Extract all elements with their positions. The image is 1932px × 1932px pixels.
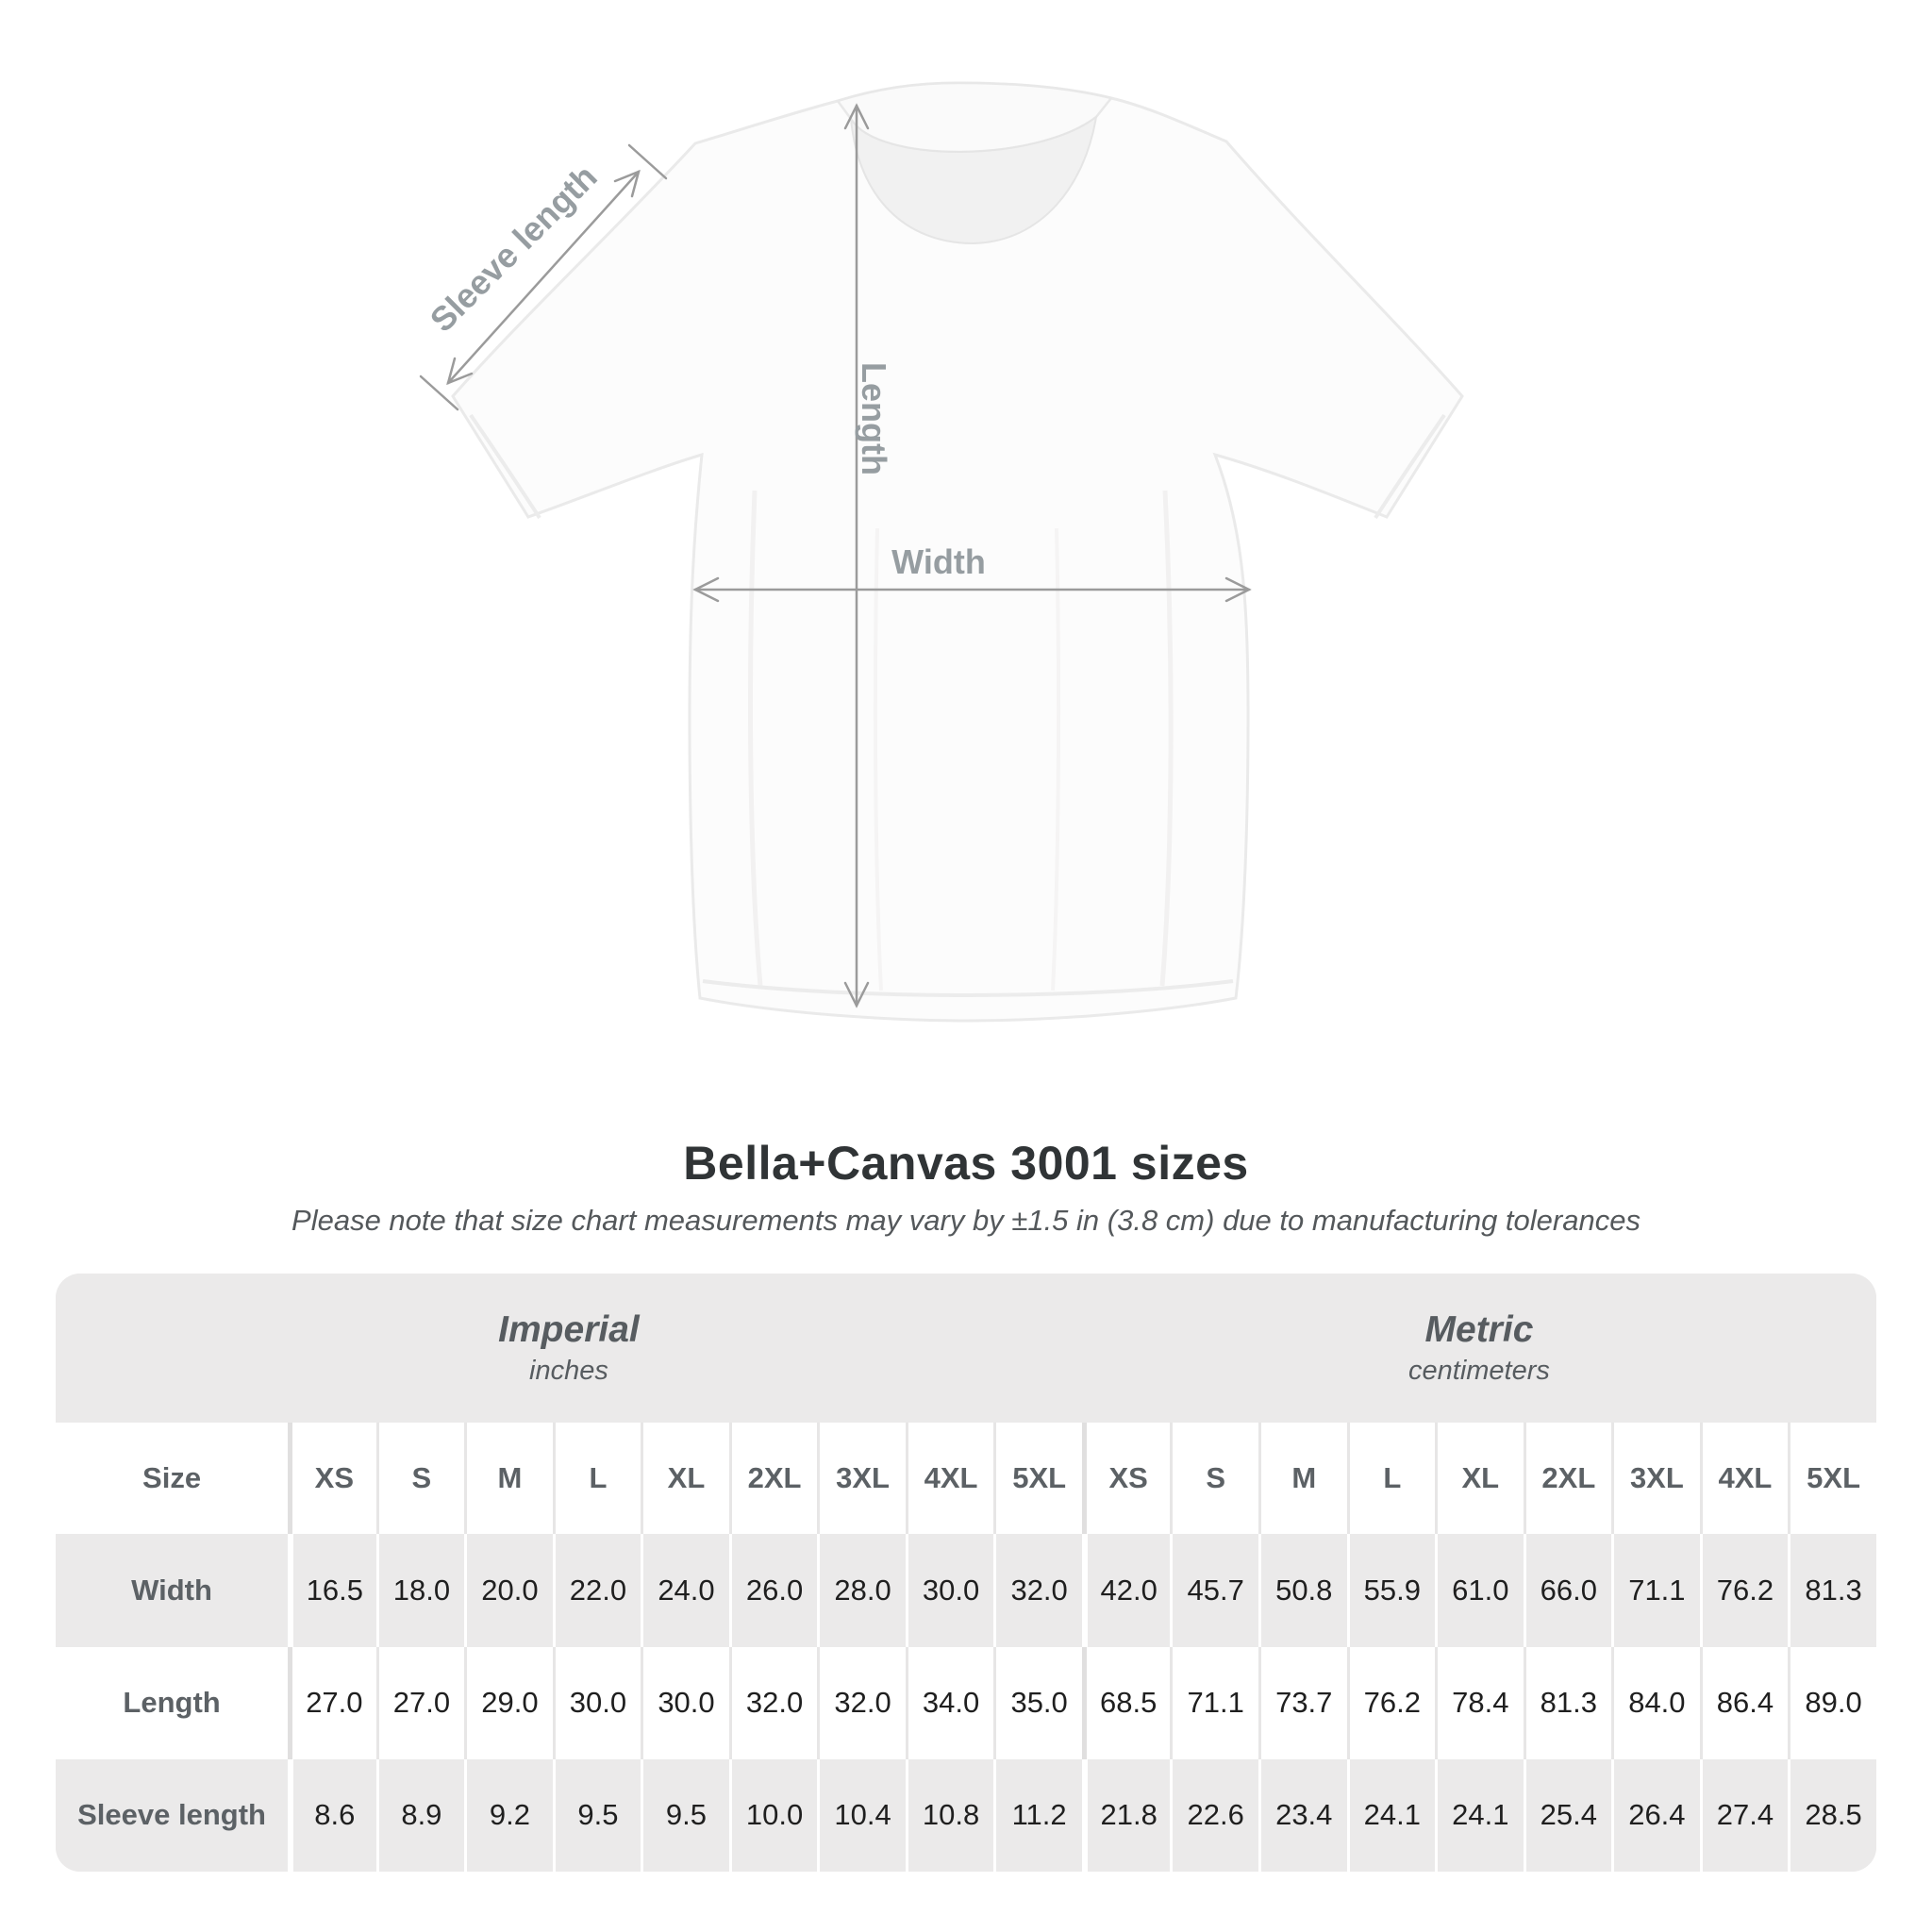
sleeve-metric-value: 21.8 — [1081, 1758, 1171, 1872]
length-imperial-value: 32.0 — [817, 1646, 906, 1759]
length-imperial-value: 35.0 — [993, 1646, 1082, 1759]
metric-title: Metric — [1424, 1308, 1534, 1350]
width-imperial-value: 30.0 — [905, 1534, 994, 1647]
size-header-imperial: XL — [641, 1423, 729, 1535]
size-header-imperial: M — [464, 1423, 553, 1535]
size-header-imperial: 4XL — [905, 1423, 994, 1535]
width-imperial-value: 22.0 — [552, 1534, 641, 1647]
page-title: Bella+Canvas 3001 sizes — [683, 1137, 1249, 1190]
size-header-metric: 3XL — [1611, 1423, 1700, 1535]
sleeve-metric-value: 28.5 — [1788, 1758, 1876, 1872]
tolerance-note: Please note that size chart measurements… — [291, 1204, 1641, 1237]
sleeve-imperial-value: 9.2 — [464, 1758, 553, 1872]
row-label: Length — [56, 1646, 289, 1759]
sleeve-imperial-value: 10.0 — [728, 1758, 818, 1872]
size-header-imperial: 2XL — [728, 1423, 818, 1535]
size-header-imperial: 3XL — [817, 1423, 906, 1535]
unit-header-row: Imperial inches Metric centimeters — [56, 1274, 1876, 1424]
width-imperial-value: 20.0 — [464, 1534, 553, 1647]
size-header-metric: 2XL — [1523, 1423, 1612, 1535]
sleeve-imperial-value: 8.9 — [375, 1758, 465, 1872]
width-dimension-arrow — [692, 576, 1252, 603]
length-imperial-value: 27.0 — [288, 1646, 376, 1759]
length-metric-value: 86.4 — [1699, 1646, 1789, 1759]
size-table-container: Imperial inches Metric centimeters Size … — [56, 1274, 1876, 1872]
sleeve-metric-value: 27.4 — [1699, 1758, 1789, 1872]
length-metric-value: 68.5 — [1081, 1646, 1171, 1759]
width-imperial-value: 16.5 — [288, 1534, 376, 1647]
sleeve-metric-value: 24.1 — [1346, 1758, 1436, 1872]
sleeve-metric-value: 25.4 — [1523, 1758, 1612, 1872]
width-metric-value: 55.9 — [1346, 1534, 1436, 1647]
size-table: Imperial inches Metric centimeters Size … — [56, 1274, 1876, 1872]
width-imperial-value: 18.0 — [375, 1534, 465, 1647]
length-metric-value: 76.2 — [1346, 1646, 1436, 1759]
width-imperial-value: 26.0 — [728, 1534, 818, 1647]
metric-header: Metric centimeters — [1081, 1274, 1876, 1424]
width-metric-value: 45.7 — [1170, 1534, 1258, 1647]
width-imperial-value: 32.0 — [993, 1534, 1082, 1647]
sleeve-imperial-value: 9.5 — [641, 1758, 729, 1872]
sleeve-metric-value: 22.6 — [1170, 1758, 1258, 1872]
width-metric-value: 61.0 — [1435, 1534, 1524, 1647]
sleeve-length-row: Sleeve length 8.6 8.9 9.2 9.5 9.5 10.0 1… — [56, 1758, 1876, 1872]
length-metric-value: 78.4 — [1435, 1646, 1524, 1759]
metric-unit: centimeters — [1408, 1355, 1550, 1386]
sleeve-metric-value: 24.1 — [1435, 1758, 1524, 1872]
size-header-metric: S — [1170, 1423, 1258, 1535]
width-metric-value: 71.1 — [1611, 1534, 1700, 1647]
length-row: Length 27.0 27.0 29.0 30.0 30.0 32.0 32.… — [56, 1646, 1876, 1759]
width-metric-value: 76.2 — [1699, 1534, 1789, 1647]
sleeve-length-dimension-arrow — [419, 143, 668, 411]
size-header-metric: XS — [1081, 1423, 1171, 1535]
size-header-metric: XL — [1435, 1423, 1524, 1535]
size-header-imperial: S — [375, 1423, 465, 1535]
length-dimension-arrow — [843, 103, 870, 1008]
length-imperial-value: 34.0 — [905, 1646, 994, 1759]
size-header-imperial: 5XL — [993, 1423, 1082, 1535]
width-metric-value: 81.3 — [1788, 1534, 1876, 1647]
imperial-unit: inches — [529, 1355, 608, 1386]
width-metric-value: 42.0 — [1081, 1534, 1171, 1647]
width-label: Width — [891, 542, 986, 581]
width-metric-value: 66.0 — [1523, 1534, 1612, 1647]
length-metric-value: 71.1 — [1170, 1646, 1258, 1759]
sleeve-imperial-value: 8.6 — [288, 1758, 376, 1872]
length-metric-value: 73.7 — [1257, 1646, 1347, 1759]
size-header-metric: M — [1257, 1423, 1347, 1535]
length-metric-value: 89.0 — [1788, 1646, 1876, 1759]
sleeve-imperial-value: 9.5 — [552, 1758, 641, 1872]
size-header-imperial: XS — [288, 1423, 376, 1535]
size-header-row: Size XS S M L XL 2XL 3XL 4XL 5XL XS S M … — [56, 1423, 1876, 1535]
sleeve-imperial-value: 11.2 — [993, 1758, 1082, 1872]
length-imperial-value: 29.0 — [464, 1646, 553, 1759]
row-label: Sleeve length — [56, 1758, 289, 1872]
length-imperial-value: 30.0 — [641, 1646, 729, 1759]
length-metric-value: 81.3 — [1523, 1646, 1612, 1759]
sleeve-metric-value: 23.4 — [1257, 1758, 1347, 1872]
length-imperial-value: 32.0 — [728, 1646, 818, 1759]
sleeve-imperial-value: 10.8 — [905, 1758, 994, 1872]
width-row: Width 16.5 18.0 20.0 22.0 24.0 26.0 28.0… — [56, 1534, 1876, 1647]
width-metric-value: 50.8 — [1257, 1534, 1347, 1647]
width-imperial-value: 28.0 — [817, 1534, 906, 1647]
sleeve-imperial-value: 10.4 — [817, 1758, 906, 1872]
size-header-metric: 5XL — [1788, 1423, 1876, 1535]
tshirt-diagram: Length Width Sleeve length — [419, 81, 1464, 1023]
tshirt-illustration — [451, 81, 1464, 1023]
size-header-imperial: L — [552, 1423, 641, 1535]
size-column-header: Size — [56, 1423, 289, 1535]
length-label: Length — [855, 362, 893, 475]
sleeve-metric-value: 26.4 — [1611, 1758, 1700, 1872]
size-header-metric: L — [1346, 1423, 1436, 1535]
length-imperial-value: 30.0 — [552, 1646, 641, 1759]
imperial-title: Imperial — [498, 1308, 640, 1350]
length-metric-value: 84.0 — [1611, 1646, 1700, 1759]
imperial-header: Imperial inches — [56, 1274, 1082, 1424]
width-imperial-value: 24.0 — [641, 1534, 729, 1647]
size-header-metric: 4XL — [1699, 1423, 1789, 1535]
length-imperial-value: 27.0 — [375, 1646, 465, 1759]
row-label: Width — [56, 1534, 289, 1647]
